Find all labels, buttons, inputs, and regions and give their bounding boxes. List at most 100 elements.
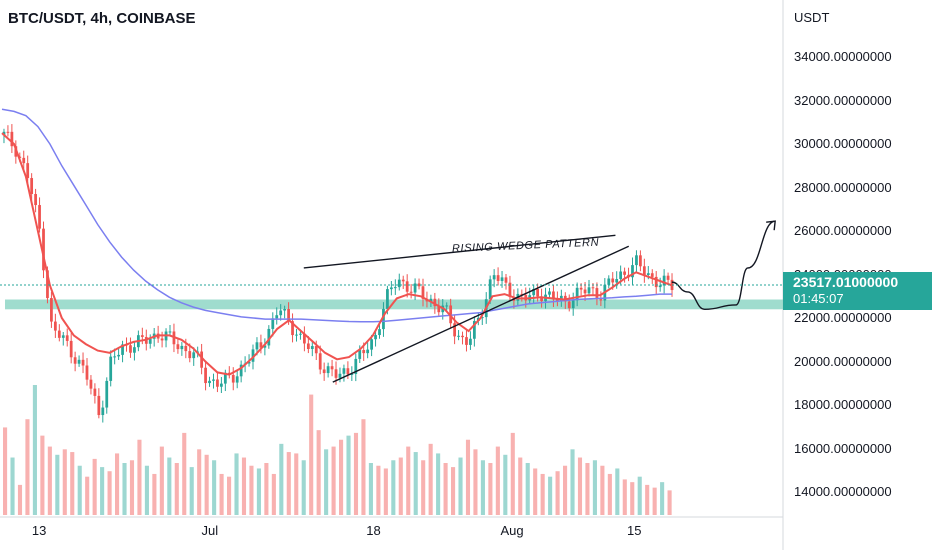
candle-body: [500, 277, 504, 281]
time-tick-label: 13: [31, 523, 47, 538]
volume-bar: [159, 446, 164, 515]
volume-bar: [413, 452, 418, 515]
volume-bar: [637, 476, 642, 515]
candle-body: [192, 352, 196, 359]
volume-bar: [309, 394, 314, 515]
candle-body: [303, 333, 306, 344]
candle-body: [461, 335, 464, 338]
volume-bar: [577, 457, 583, 515]
candle-body: [109, 356, 113, 381]
candle-body: [433, 298, 437, 307]
wedge-lower-trendline[interactable]: [332, 245, 630, 383]
volume-bar: [652, 487, 657, 515]
candle-body: [595, 288, 599, 300]
candle-body: [635, 255, 638, 266]
candle-body: [567, 301, 571, 309]
volume-bar: [197, 449, 202, 515]
volume-bar: [383, 468, 388, 515]
candle-body: [472, 321, 476, 339]
projection-path[interactable]: [671, 220, 776, 311]
volume-bar: [331, 446, 336, 515]
candle-body: [251, 349, 255, 362]
volume-bar: [85, 476, 90, 515]
volume-bar: [600, 465, 605, 515]
candle-body: [362, 350, 366, 354]
candle-body: [279, 310, 283, 316]
price-tick-label: 34000.00000000: [794, 49, 892, 64]
candle-body: [247, 361, 251, 364]
candle-body: [465, 337, 468, 345]
candle-body: [10, 131, 14, 147]
candle-body: [646, 273, 650, 275]
volume-bar: [585, 463, 590, 515]
volume-bar: [286, 452, 291, 515]
volume-bar: [219, 473, 224, 515]
candle-body: [235, 376, 239, 383]
candle-body: [571, 300, 575, 309]
volume-bar: [510, 432, 515, 515]
candle-body: [259, 342, 263, 348]
candle-body: [50, 298, 53, 322]
candle-body: [160, 338, 164, 341]
price-axis-unit: USDT: [794, 10, 830, 25]
volume-bar: [339, 439, 344, 515]
fast-moving-average-line: [1, 132, 673, 376]
candle-body: [445, 305, 449, 307]
volume-bar: [622, 479, 627, 515]
time-tick-label: Jul: [201, 523, 219, 538]
volume-bar: [563, 465, 568, 515]
candle-body: [263, 345, 267, 348]
candle-body: [216, 379, 219, 387]
candle-body: [429, 298, 433, 302]
candle-body: [133, 347, 136, 353]
current-price-badge: 23517.01000000 01:45:07: [783, 272, 932, 310]
candle-body: [65, 335, 69, 341]
bar-countdown: 01:45:07: [793, 291, 844, 306]
candle-body: [453, 323, 456, 337]
volume-bar: [55, 454, 60, 515]
volume-bar: [249, 465, 254, 515]
volume-bar: [100, 467, 105, 515]
candle-body: [140, 335, 144, 337]
volume-bar: [152, 473, 157, 515]
candle-body: [85, 365, 89, 380]
candle-body: [310, 346, 314, 349]
candle-body: [401, 279, 405, 282]
current-price-value: 23517.01000000: [793, 274, 899, 290]
volume-bar: [525, 463, 530, 515]
wedge-upper-trendline[interactable]: [303, 234, 616, 269]
volume-bar: [361, 419, 366, 515]
candle-body: [409, 291, 413, 293]
volume-bars: [3, 385, 672, 515]
price-tick-label: 32000.00000000: [794, 92, 892, 108]
volume-bar: [129, 460, 135, 515]
candle-body: [287, 309, 290, 322]
volume-bar: [443, 463, 448, 515]
candle-body: [480, 317, 484, 319]
volume-bar: [279, 443, 284, 515]
candle-body: [291, 321, 294, 336]
volume-bar: [3, 427, 8, 515]
volume-bar: [144, 465, 149, 515]
candle-body: [386, 289, 389, 309]
volume-bar: [495, 446, 500, 515]
candle-body: [552, 291, 555, 300]
volume-bar: [271, 473, 276, 515]
time-tick-label: Aug: [500, 523, 524, 538]
candle-body: [540, 296, 543, 302]
candle-body: [611, 278, 615, 283]
arrow-head-icon: [766, 220, 776, 231]
candle-body: [129, 345, 132, 353]
candle-body: [354, 358, 358, 374]
candle-body: [417, 283, 421, 287]
candle-body: [662, 275, 666, 286]
candle-body: [176, 344, 180, 350]
candle-body: [366, 349, 370, 354]
volume-bar: [294, 453, 299, 515]
candle-body: [322, 369, 326, 374]
volume-bar: [107, 471, 112, 515]
candle-body: [77, 359, 81, 364]
candle-body: [599, 299, 603, 301]
